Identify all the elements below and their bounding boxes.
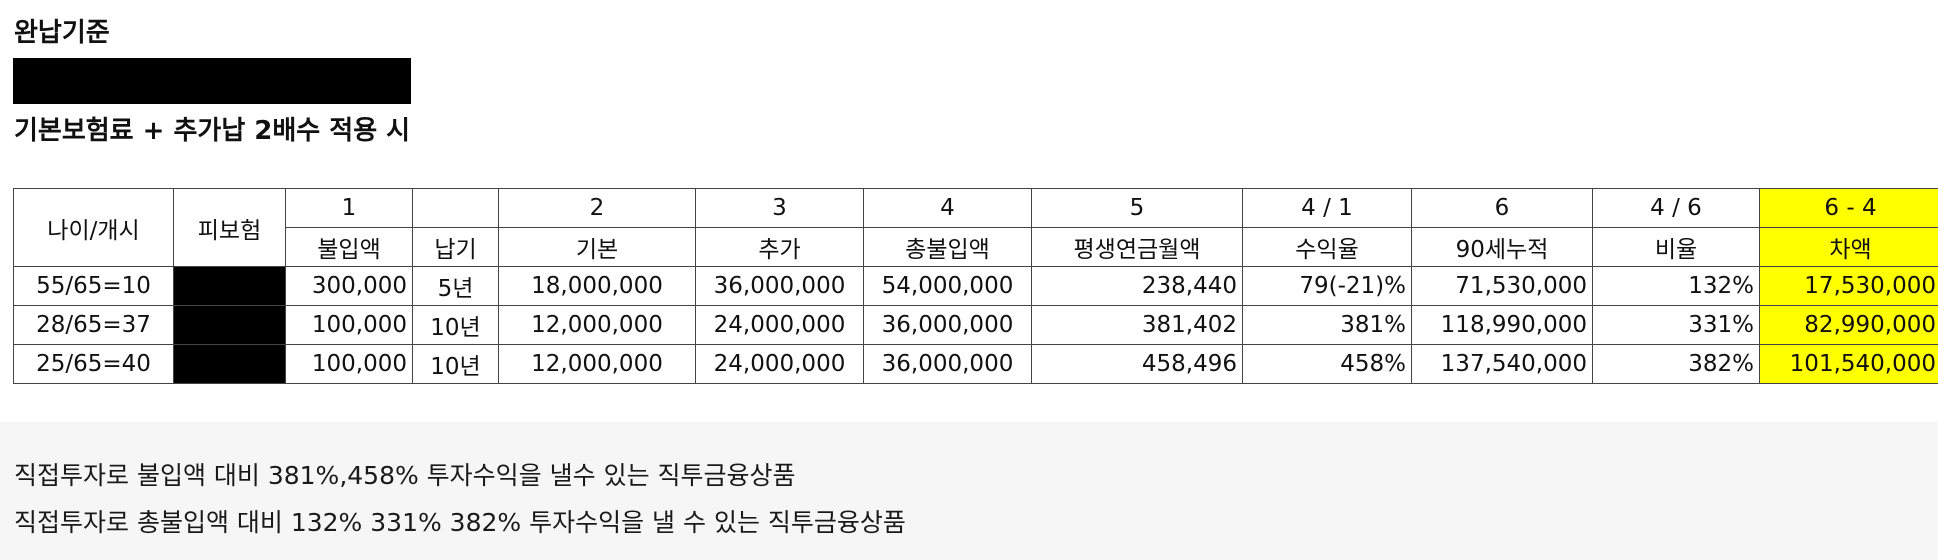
cell-total-payment: 54,000,000 [863,266,1032,306]
header-num-4-6: 4 / 6 [1592,188,1760,228]
redacted-title-bar [13,58,411,104]
cell-extra: 24,000,000 [695,305,864,345]
header-num-3: 3 [695,188,864,228]
table-row: 55/65=10 300,000 5년 18,000,000 36,000,00… [13,266,1938,306]
cell-cumulative: 71,530,000 [1411,266,1593,306]
header-row-labels: 불입액 납기 기본 추가 총불입액 평생연금월액 수익율 90세누적 비율 차액 [14,227,1938,267]
header-insured: 피보험 [173,188,286,267]
cell-age: 25/65=40 [13,344,174,384]
cell-age: 28/65=37 [13,305,174,345]
header-lifetime-annuity: 평생연금월액 [1031,227,1243,267]
header-num-6: 6 [1411,188,1593,228]
cell-yield: 79(-21)% [1242,266,1412,306]
header-cumulative-90: 90세누적 [1411,227,1593,267]
redacted-insured-cell [173,344,286,384]
footnote-line-2: 직접투자로 총불입액 대비 132% 331% 382% 투자수익을 낼 수 있… [14,508,906,537]
cell-total-payment: 36,000,000 [863,344,1032,384]
header-num-6-4: 6 - 4 [1759,188,1938,228]
table-row: 28/65=37 100,000 10년 12,000,000 24,000,0… [13,305,1938,345]
cell-extra: 36,000,000 [695,266,864,306]
header-basic: 기본 [498,227,696,267]
header-age: 나이/개시 [13,188,174,267]
header-num-1: 1 [285,188,413,228]
header-extra: 추가 [695,227,864,267]
cell-yield: 381% [1242,305,1412,345]
cell-yield: 458% [1242,344,1412,384]
cell-ratio: 331% [1592,305,1760,345]
cell-difference: 101,540,000 [1759,344,1938,384]
cell-difference: 17,530,000 [1759,266,1938,306]
cell-annuity: 458,496 [1031,344,1243,384]
title-basis: 완납기준 [14,18,110,48]
cell-cumulative: 118,990,000 [1411,305,1593,345]
redacted-insured-cell [173,266,286,306]
cell-basic: 12,000,000 [498,305,696,345]
cell-basic: 12,000,000 [498,344,696,384]
footnote-line-1: 직접투자로 불입액 대비 381%,458% 투자수익을 낼수 있는 직투금융상… [14,461,796,490]
cell-payment: 100,000 [285,344,413,384]
cell-ratio: 382% [1592,344,1760,384]
header-num-5: 5 [1031,188,1243,228]
cell-period: 10년 [412,305,499,345]
header-period: 납기 [412,227,499,267]
footnote-area [0,422,1938,560]
header-num-4-1: 4 / 1 [1242,188,1412,228]
cell-difference: 82,990,000 [1759,305,1938,345]
cell-total-payment: 36,000,000 [863,305,1032,345]
cell-basic: 18,000,000 [498,266,696,306]
header-num-4: 4 [863,188,1032,228]
header-payment: 불입액 [285,227,413,267]
annuity-comparison-table: 나이/개시 피보험 1 2 3 4 5 4 / 1 6 4 / 6 6 - 4 … [13,188,1938,384]
cell-age: 55/65=10 [13,266,174,306]
cell-annuity: 381,402 [1031,305,1243,345]
cell-payment: 300,000 [285,266,413,306]
cell-cumulative: 137,540,000 [1411,344,1593,384]
cell-annuity: 238,440 [1031,266,1243,306]
cell-ratio: 132% [1592,266,1760,306]
cell-period: 5년 [412,266,499,306]
table-row: 25/65=40 100,000 10년 12,000,000 24,000,0… [13,344,1938,384]
cell-period: 10년 [412,344,499,384]
redacted-insured-cell [173,305,286,345]
header-ratio: 비율 [1592,227,1760,267]
cell-payment: 100,000 [285,305,413,345]
title-condition: 기본보험료 + 추가납 2배수 적용 시 [14,116,411,146]
header-total-payment: 총불입액 [863,227,1032,267]
cell-extra: 24,000,000 [695,344,864,384]
header-row-numbers: 나이/개시 피보험 1 2 3 4 5 4 / 1 6 4 / 6 6 - 4 [13,188,1938,267]
header-num-blank [412,188,499,228]
header-yield: 수익율 [1242,227,1412,267]
header-num-2: 2 [498,188,696,228]
header-difference: 차액 [1759,227,1938,267]
